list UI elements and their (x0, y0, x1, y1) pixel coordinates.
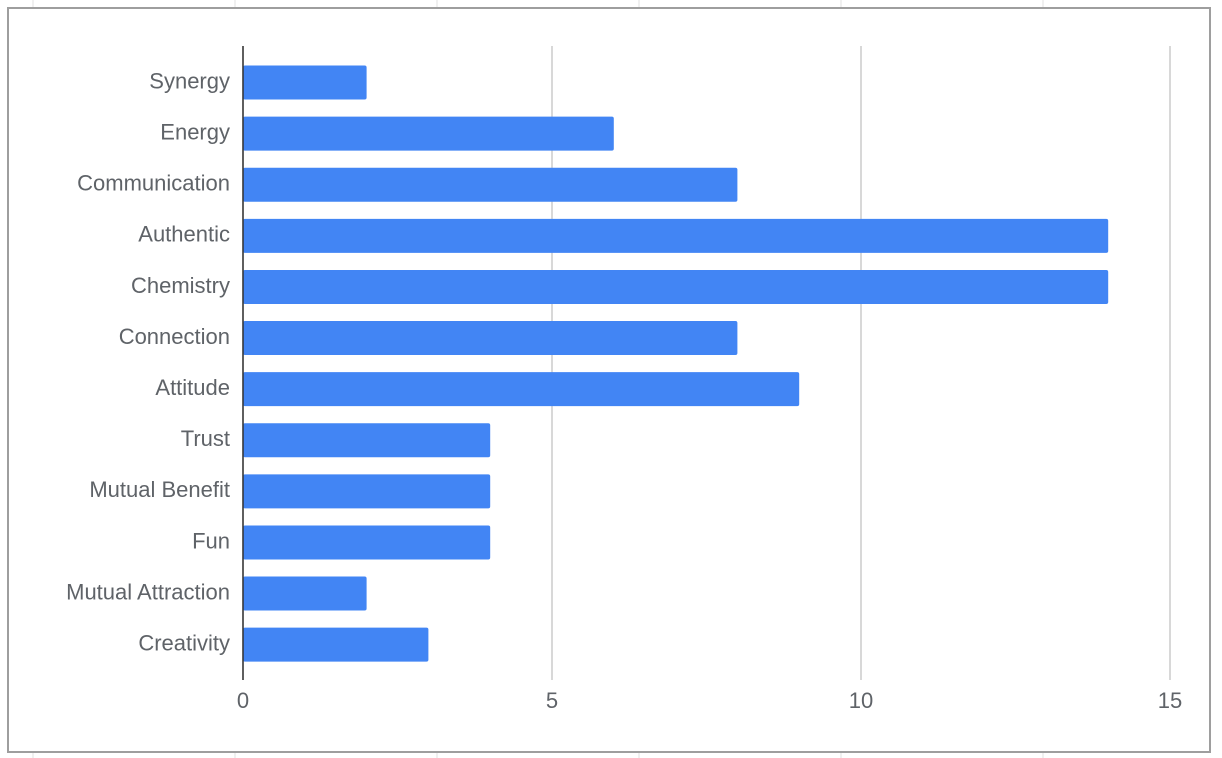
y-tick-label: Communication (77, 171, 230, 196)
y-tick-label: Fun (192, 528, 230, 553)
x-tick-label: 10 (849, 688, 873, 713)
y-tick-label: Creativity (138, 630, 230, 655)
bar (243, 321, 738, 356)
x-tick-label: 5 (546, 688, 558, 713)
y-tick-label: Connection (119, 324, 230, 349)
bar (243, 627, 429, 662)
bar (243, 269, 1109, 304)
y-tick-label: Authentic (138, 222, 230, 247)
y-tick-label: Mutual Attraction (66, 579, 230, 604)
bar (243, 576, 367, 611)
y-tick-label: Chemistry (131, 273, 230, 298)
x-tick-label: 15 (1158, 688, 1182, 713)
y-tick-label: Trust (181, 426, 230, 451)
bar (243, 65, 367, 100)
bar (243, 525, 491, 560)
bar (243, 218, 1109, 253)
y-tick-label: Attitude (155, 375, 230, 400)
bar (243, 167, 738, 202)
bar (243, 474, 491, 509)
x-tick-label: 0 (237, 688, 249, 713)
y-tick-label: Mutual Benefit (89, 477, 230, 502)
y-tick-label: Energy (160, 119, 230, 144)
bar (243, 372, 800, 407)
y-tick-label: Synergy (149, 68, 230, 93)
bar (243, 116, 614, 151)
bar (243, 423, 491, 458)
